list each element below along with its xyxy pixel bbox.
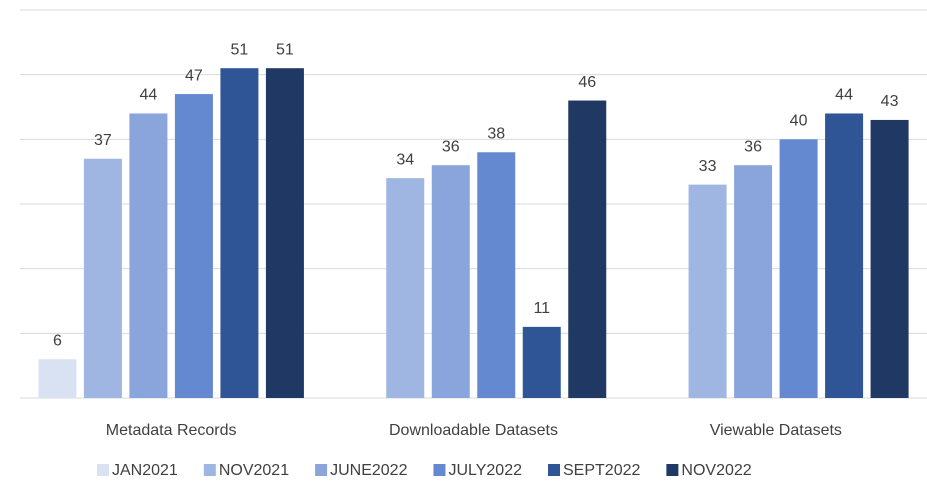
bar (568, 100, 607, 399)
bar (386, 178, 425, 398)
data-label: 43 (881, 93, 899, 110)
legend-swatch (97, 464, 109, 476)
x-tick-label: Viewable Datasets (710, 422, 842, 439)
bar (83, 158, 122, 398)
data-label: 44 (835, 87, 853, 104)
bar (477, 152, 516, 398)
legend-label: SEPT2022 (563, 462, 640, 479)
data-label: 46 (578, 74, 596, 91)
legend-label: JAN2021 (112, 462, 178, 479)
legend-swatch (203, 464, 216, 476)
legend-swatch (548, 464, 560, 476)
data-label: 36 (442, 138, 460, 155)
bar (522, 326, 561, 398)
x-tick-label: Metadata Records (106, 422, 237, 439)
bar (734, 165, 773, 398)
bar (174, 94, 213, 399)
legend-label: NOV2022 (681, 462, 751, 479)
data-label: 47 (185, 67, 203, 84)
bar (265, 68, 304, 398)
data-label: 33 (699, 158, 717, 175)
data-label: 6 (53, 332, 62, 349)
legend-swatch (315, 464, 328, 476)
data-label: 38 (487, 125, 505, 142)
legend-swatch (666, 464, 679, 476)
legend-label: JULY2022 (448, 462, 522, 479)
legend-label: NOV2021 (219, 462, 289, 479)
data-label: 36 (744, 138, 762, 155)
data-label: 11 (533, 300, 550, 317)
bar (870, 119, 909, 398)
bar (688, 184, 727, 398)
bar (431, 165, 470, 398)
bar (38, 359, 77, 398)
x-tick-label: Downloadable Datasets (389, 422, 558, 439)
data-label: 40 (790, 113, 808, 130)
bar (220, 68, 259, 398)
data-label: 44 (140, 87, 158, 104)
data-label: 51 (231, 41, 249, 58)
bar (129, 113, 168, 398)
legend-swatch (433, 464, 446, 476)
data-label: 37 (94, 132, 112, 149)
bar (825, 113, 864, 398)
data-label: 34 (396, 151, 414, 168)
legend-label: JUNE2022 (330, 462, 407, 479)
data-label: 51 (276, 41, 294, 58)
bar (779, 139, 818, 399)
